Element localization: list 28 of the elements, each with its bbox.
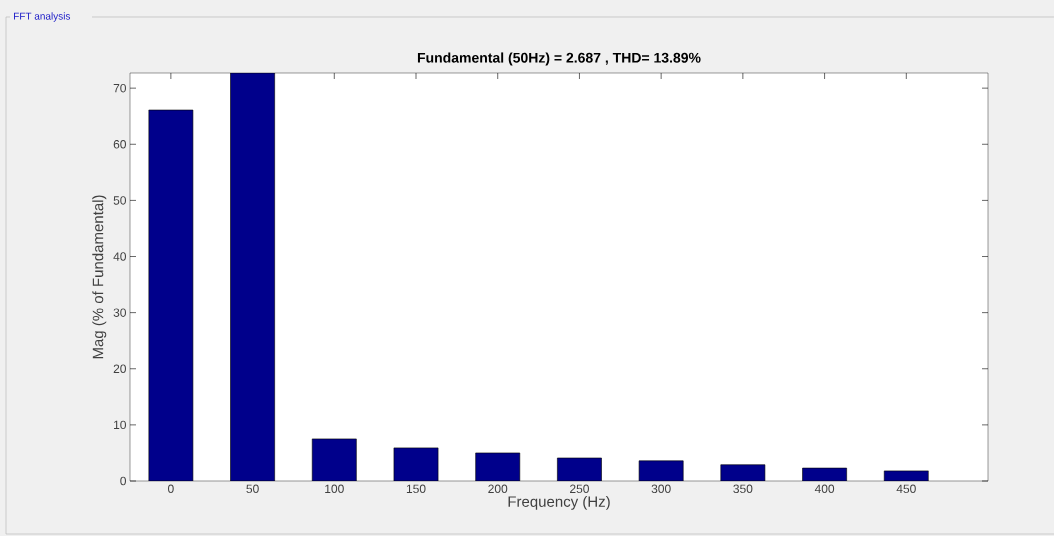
x-tick-label: 350 (733, 484, 753, 494)
y-tick-label: 60 (113, 140, 127, 149)
bar (148, 109, 194, 481)
x-tick-label: 300 (651, 484, 671, 494)
x-tick-label: 250 (570, 484, 589, 494)
bar (475, 452, 521, 481)
y-tick-label: 20 (113, 364, 127, 373)
chart-title: Fundamental (50Hz) = 2.687 , THD= 13.89% (417, 52, 701, 66)
bar (230, 73, 275, 481)
x-tick-label: 400 (814, 484, 835, 494)
x-tick-label: 100 (325, 484, 344, 494)
y-tick-label: 70 (113, 83, 127, 93)
x-tick-label: 200 (488, 484, 508, 494)
y-axis-title: Mag (% of Fundamental) (92, 195, 107, 359)
x-tick-label: 450 (896, 484, 916, 494)
y-tick-label: 30 (113, 308, 127, 317)
x-tick-label: 150 (406, 484, 426, 494)
y-tick-label: 40 (113, 252, 127, 261)
y-tick-label: 50 (113, 196, 127, 205)
text: FFT analysis (14, 12, 71, 22)
bar (638, 460, 684, 481)
bar (311, 438, 357, 481)
x-tick-label: 50 (246, 484, 259, 494)
bar (720, 464, 766, 481)
y-tick-label: 10 (114, 420, 127, 430)
x-axis-title: Frequency (Hz) (508, 495, 610, 510)
x-tick-label: 0 (168, 484, 174, 494)
y-tick-label: 0 (120, 476, 127, 486)
